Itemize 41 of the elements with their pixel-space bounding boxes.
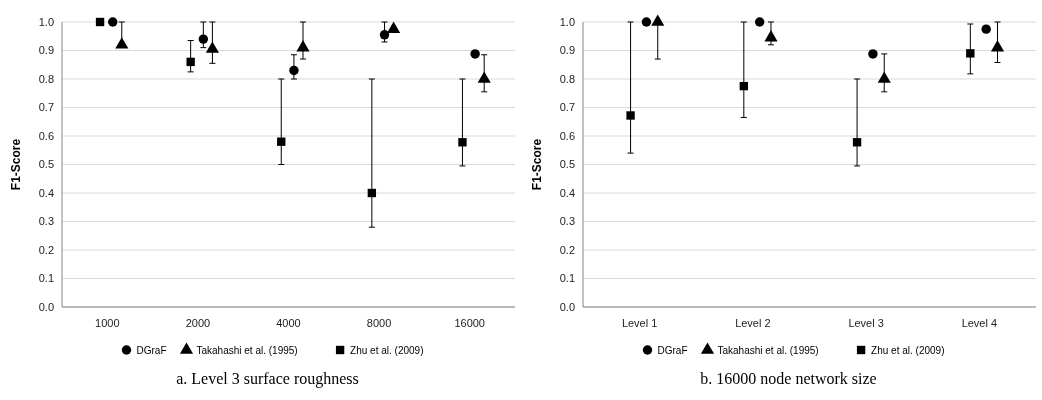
- text: b. 16000 node network size: [700, 370, 877, 387]
- y-tick-label: 0.2: [38, 243, 54, 256]
- y-tick-label: 1.0: [38, 15, 54, 28]
- x-tick-label: 2000: [185, 317, 211, 329]
- y-tick-label: 0.0: [559, 300, 575, 313]
- y-tick-label: 0.9: [559, 44, 575, 57]
- y-axis-title: F1-Score: [9, 138, 23, 191]
- y-tick-label: 0.8: [559, 72, 575, 85]
- legend-label: Zhu et al. (2009): [350, 344, 424, 356]
- legend-label: Takahashi et al. (1995): [196, 344, 298, 356]
- text: a. Level 3 surface roughness: [176, 370, 359, 388]
- y-tick-label: 0.5: [38, 158, 54, 171]
- legend-label: DGraF: [657, 344, 688, 356]
- y-tick-label: 0.7: [559, 101, 575, 114]
- y-tick-label: 0.6: [559, 129, 575, 142]
- legend-label: Zhu et al. (2009): [871, 344, 945, 356]
- x-tick-label: Level 1: [621, 317, 658, 329]
- y-tick-label: 0.3: [559, 215, 575, 228]
- y-tick-label: 0.1: [38, 272, 54, 285]
- y-tick-label: 0.5: [559, 158, 575, 171]
- y-tick-label: 0.0: [38, 300, 54, 313]
- x-tick-label: Level 3: [848, 317, 884, 329]
- x-tick-label: 1000: [95, 317, 120, 329]
- y-tick-label: 0.6: [38, 129, 54, 142]
- legend-label: DGraF: [136, 344, 167, 356]
- x-tick-label: Level 4: [961, 317, 998, 329]
- y-tick-label: 0.8: [38, 72, 54, 85]
- y-tick-label: 1.0: [559, 15, 575, 28]
- x-tick-label: 8000: [366, 317, 392, 329]
- x-tick-label: 16000: [454, 317, 485, 329]
- legend-label: Takahashi et al. (1995): [717, 344, 819, 356]
- x-tick-label: Level 2: [735, 317, 771, 329]
- y-tick-label: 0.4: [38, 186, 54, 199]
- y-axis-title: F1-Score: [530, 138, 544, 191]
- y-tick-label: 0.4: [559, 186, 575, 199]
- y-tick-label: 0.3: [38, 215, 54, 228]
- x-tick-label: 4000: [276, 317, 301, 329]
- y-tick-label: 0.2: [559, 243, 575, 256]
- y-tick-label: 0.7: [38, 101, 54, 114]
- y-tick-label: 0.9: [38, 44, 54, 57]
- y-tick-label: 0.1: [559, 272, 575, 285]
